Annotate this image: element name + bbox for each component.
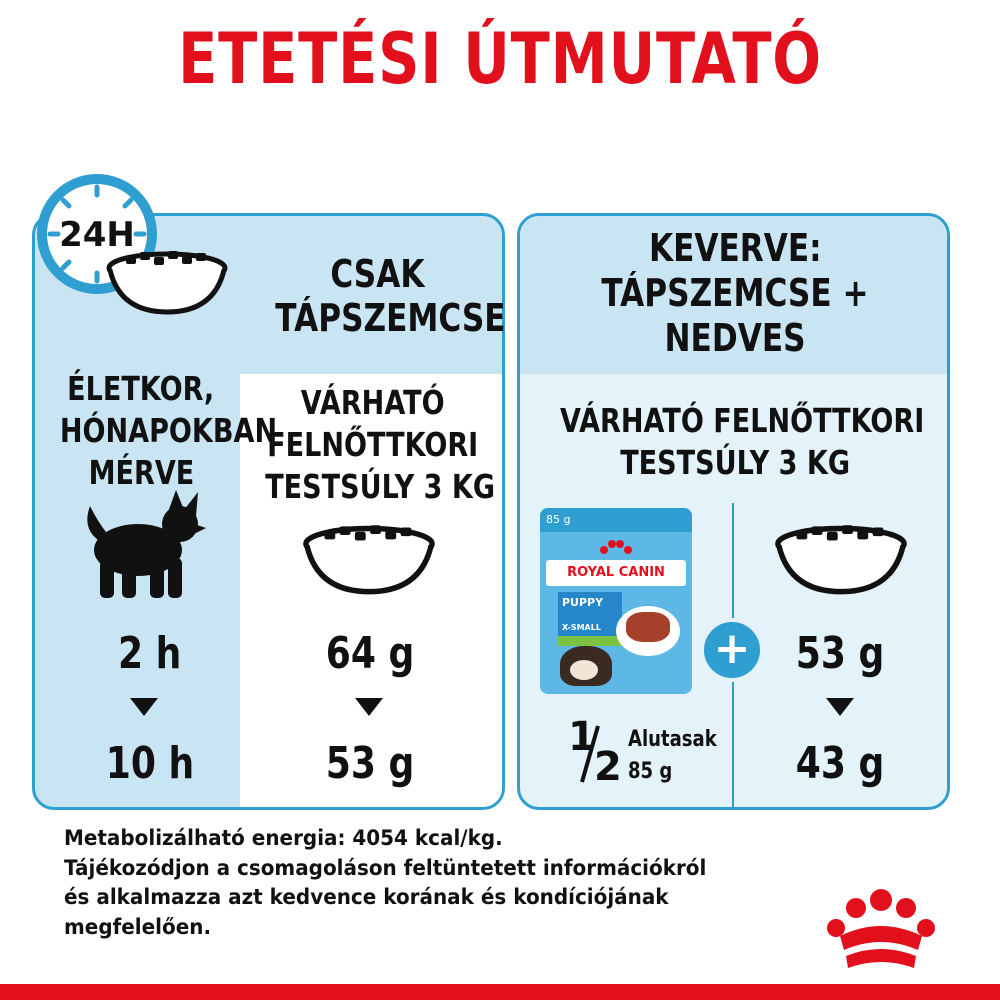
dry-only-panel bbox=[32, 213, 505, 810]
mixed-dry-start-value: 53 g bbox=[795, 628, 885, 679]
pouch-product: PUPPY X-SMALL bbox=[558, 592, 622, 636]
age-end-value: 10 h bbox=[105, 738, 195, 789]
wet-food-pouch-image: 85 g ROYAL CANIN PUPPY X-SMALL bbox=[540, 508, 692, 694]
arrow-down-icon bbox=[826, 698, 854, 716]
dry-start-value: 64 g bbox=[325, 628, 415, 679]
dry-weight-label: VÁRHATÓ FELNŐTTKORI TESTSÚLY 3 KG bbox=[265, 383, 496, 506]
pouch-brand: ROYAL CANIN bbox=[546, 560, 686, 586]
arrow-down-icon bbox=[130, 698, 158, 716]
page-title: ETETÉSI ÚTMUTATÓ bbox=[178, 18, 822, 100]
age-label: ÉLETKOR, HÓNAPOKBAN MÉRVE bbox=[59, 369, 278, 492]
royal-canin-crown-logo bbox=[827, 889, 935, 968]
kibble-bowl-icon bbox=[106, 251, 228, 315]
dog-silhouette-icon bbox=[87, 490, 206, 598]
arrow-down-icon bbox=[355, 698, 383, 716]
footer-line: és alkalmazza azt kedvence korának és ko… bbox=[64, 885, 669, 909]
footer-line: Metabolizálható energia: 4054 kcal/kg. bbox=[64, 826, 503, 850]
age-start-value: 2 h bbox=[118, 628, 182, 679]
fraction-slash bbox=[580, 725, 600, 783]
mixed-heading-background bbox=[520, 216, 947, 374]
pouch-dog bbox=[560, 646, 612, 686]
footer-note: Metabolizálható energia: 4054 kcal/kg. T… bbox=[64, 824, 824, 942]
clock-label: 24H bbox=[59, 215, 135, 255]
mixed-weight-label: VÁRHATÓ FELNŐTTKORI TESTSÚLY 3 KG bbox=[559, 401, 925, 482]
pouch-amount-label: Alutasak 85 g bbox=[628, 727, 717, 784]
plus-icon: + bbox=[700, 618, 764, 682]
dry-end-value: 53 g bbox=[325, 738, 415, 789]
bottom-bar bbox=[0, 984, 1000, 1000]
footer-line: megfelelően. bbox=[64, 914, 212, 939]
kibble-bowl-icon bbox=[303, 525, 435, 595]
crown-icon bbox=[600, 540, 632, 554]
pouch-food bbox=[626, 612, 670, 642]
footer-line: Tájékozódjon a csomagoláson feltüntetett… bbox=[64, 855, 707, 880]
kibble-bowl-icon bbox=[775, 525, 907, 595]
mixed-dry-end-value: 43 g bbox=[795, 738, 885, 789]
pouch-fraction: 1 2 bbox=[568, 714, 622, 790]
pouch-strip bbox=[558, 636, 622, 646]
pouch-weight: 85 g bbox=[540, 508, 692, 532]
mixed-heading: KEVERVE: TÁPSZEMCSE + NEDVES bbox=[601, 226, 869, 360]
dry-only-heading: CSAK TÁPSZEMCSE bbox=[275, 252, 506, 340]
